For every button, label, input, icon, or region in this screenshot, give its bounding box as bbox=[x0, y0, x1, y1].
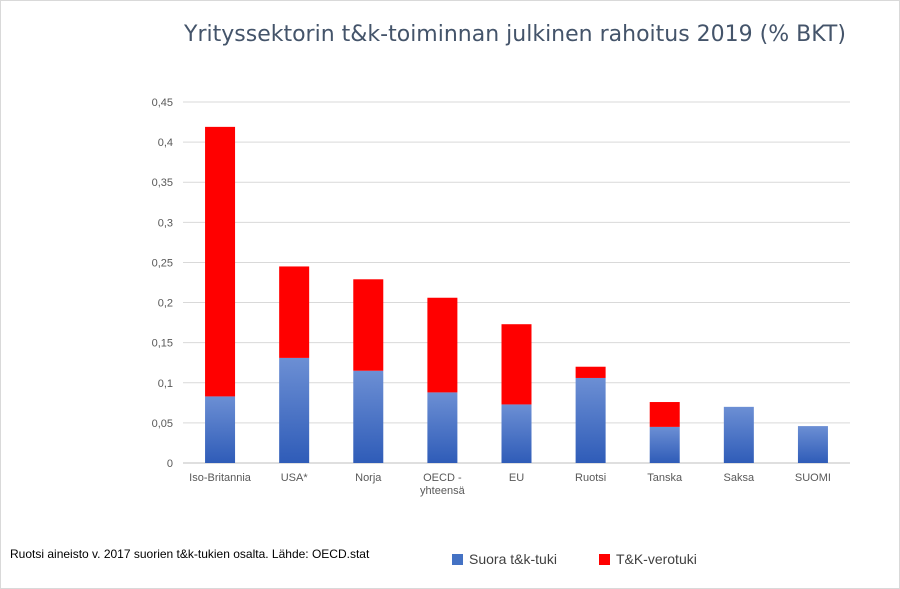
bar-tax-support bbox=[279, 266, 310, 358]
x-tick-label: OECD - bbox=[423, 472, 462, 484]
x-tick-label: Ruotsi bbox=[575, 472, 606, 484]
bar-tax-support bbox=[353, 279, 384, 371]
x-tick-label: EU bbox=[509, 472, 524, 484]
bar-tax-support bbox=[205, 126, 236, 397]
bar-direct-support bbox=[353, 370, 384, 463]
bar-direct-support bbox=[723, 406, 754, 463]
y-tick-label: 0,2 bbox=[158, 298, 173, 310]
x-tick-label: yhteensä bbox=[420, 485, 466, 497]
bar-direct-support bbox=[279, 357, 310, 463]
source-footnote: Ruotsi aineisto v. 2017 suorien t&k-tuki… bbox=[10, 547, 370, 561]
y-tick-label: 0,35 bbox=[152, 177, 173, 189]
legend-label: T&K-verotuki bbox=[615, 551, 697, 567]
bar-tax-support bbox=[427, 297, 458, 393]
x-tick-label: Saksa bbox=[724, 472, 755, 484]
y-tick-label: 0,15 bbox=[152, 338, 173, 350]
bar-direct-support bbox=[649, 426, 680, 463]
y-tick-label: 0,25 bbox=[152, 257, 173, 269]
legend-swatch bbox=[452, 553, 463, 565]
x-tick-label: Iso-Britannia bbox=[189, 472, 252, 484]
x-tick-label: Norja bbox=[355, 472, 382, 484]
chart-legend: Suora t&k-tuki T&K-verotuki bbox=[452, 551, 739, 567]
y-tick-label: 0,05 bbox=[152, 418, 173, 430]
legend-swatch bbox=[598, 553, 610, 565]
x-tick-label: SUOMI bbox=[795, 472, 831, 484]
y-tick-label: 0,4 bbox=[158, 137, 173, 149]
bar-tax-support bbox=[649, 402, 680, 427]
bar-direct-support bbox=[797, 426, 828, 463]
bar-direct-support bbox=[427, 392, 458, 463]
y-tick-label: 0 bbox=[167, 458, 173, 470]
y-tick-label: 0,45 bbox=[152, 97, 173, 109]
bar-tax-support bbox=[575, 366, 606, 378]
legend-item-tax-support: T&K-verotuki bbox=[598, 551, 697, 567]
bar-direct-support bbox=[501, 404, 532, 463]
x-tick-label: Tanska bbox=[647, 472, 683, 484]
x-tick-label: USA* bbox=[281, 472, 309, 484]
y-tick-label: 0,3 bbox=[158, 217, 173, 229]
y-tick-label: 0,1 bbox=[158, 378, 173, 390]
bar-direct-support bbox=[205, 396, 236, 463]
legend-item-direct-support: Suora t&k-tuki bbox=[452, 551, 557, 567]
legend-label: Suora t&k-tuki bbox=[469, 551, 557, 567]
bar-direct-support bbox=[575, 377, 606, 463]
chart-title: Yrityssektorin t&k-toiminnan julkinen ra… bbox=[184, 22, 846, 47]
bar-tax-support bbox=[501, 324, 532, 405]
